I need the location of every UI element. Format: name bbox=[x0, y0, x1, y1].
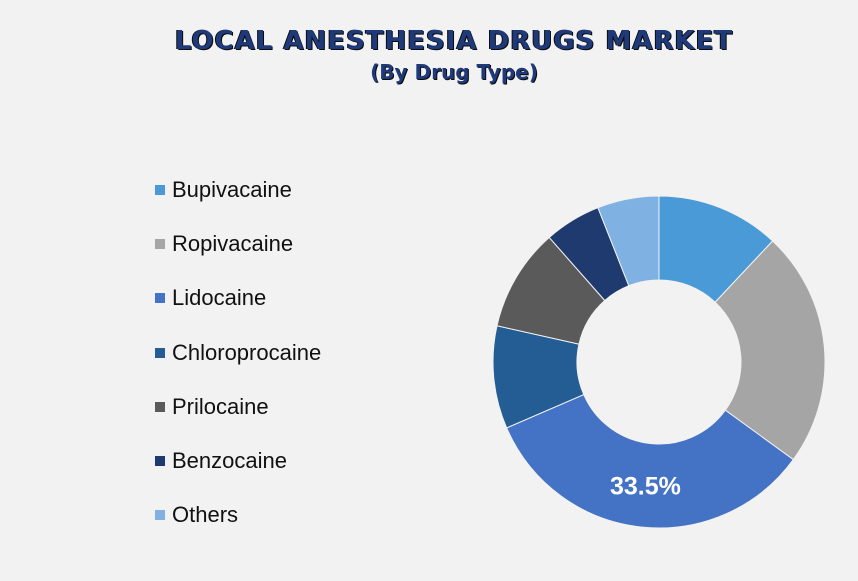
legend-label: Prilocaine bbox=[172, 393, 269, 419]
legend-swatch bbox=[155, 456, 165, 467]
legend-label: Ropivacaine bbox=[172, 231, 294, 257]
legend-item: Chloroprocaine bbox=[155, 326, 321, 380]
legend-item: Others bbox=[155, 488, 321, 542]
legend-swatch bbox=[155, 185, 165, 196]
legend-label: Benzocaine bbox=[172, 448, 287, 474]
legend-label: Bupivacaine bbox=[172, 177, 292, 203]
legend-label: Chloroprocaine bbox=[172, 339, 322, 365]
legend-swatch bbox=[155, 293, 165, 304]
legend-item: Ropivacaine bbox=[155, 217, 321, 271]
chart-subtitle: (By Drug Type) bbox=[370, 60, 538, 84]
legend-label: Others bbox=[172, 502, 239, 528]
donut-slice-others bbox=[597, 195, 660, 287]
legend-swatch bbox=[155, 347, 165, 358]
legend-item: Benzocaine bbox=[155, 434, 321, 488]
legend: Bupivacaine Ropivacaine Lidocaine Chloro… bbox=[155, 163, 321, 542]
legend-swatch bbox=[155, 401, 165, 412]
legend-item: Lidocaine bbox=[155, 271, 321, 325]
legend-item: Bupivacaine bbox=[155, 163, 321, 217]
legend-label: Lidocaine bbox=[172, 285, 267, 311]
legend-swatch bbox=[155, 239, 165, 250]
legend-swatch bbox=[155, 510, 165, 521]
donut-slice-lidocaine bbox=[505, 393, 794, 529]
legend-item: Prilocaine bbox=[155, 380, 321, 434]
donut-slice-ropivacaine bbox=[714, 240, 826, 461]
chart-title: LOCAL ANESTHESIA DRUGS MARKET bbox=[174, 26, 734, 56]
data-label: 33.5% bbox=[610, 472, 681, 500]
